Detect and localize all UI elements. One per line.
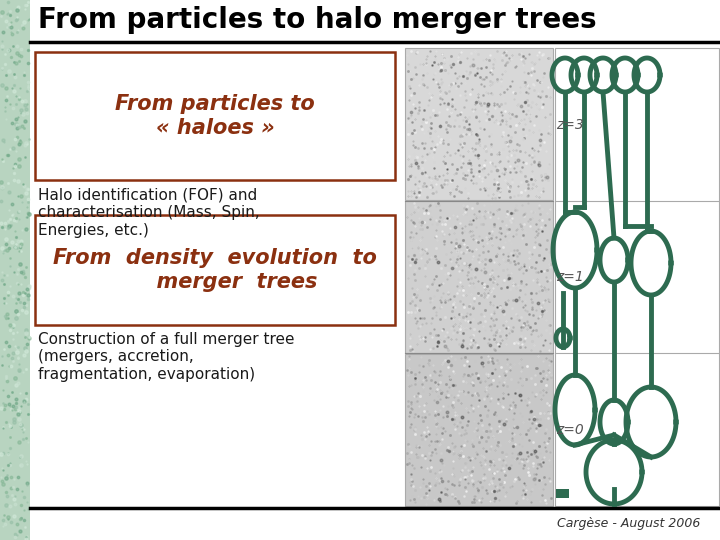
Text: Construction of a full merger tree
(mergers, accretion,
fragmentation, evaporati: Construction of a full merger tree (merg…: [38, 332, 294, 382]
Text: z=1: z=1: [556, 270, 584, 284]
FancyBboxPatch shape: [30, 0, 720, 40]
Text: Cargèse - August 2006: Cargèse - August 2006: [557, 516, 700, 530]
FancyBboxPatch shape: [405, 48, 553, 200]
Text: From particles to
« haloes »: From particles to « haloes »: [115, 94, 315, 138]
FancyBboxPatch shape: [556, 489, 569, 498]
Text: From particles to halo merger trees: From particles to halo merger trees: [38, 6, 597, 34]
FancyBboxPatch shape: [555, 48, 719, 506]
Text: z=0: z=0: [556, 423, 584, 437]
FancyBboxPatch shape: [35, 215, 395, 325]
Text: From  density  evolution  to
      merger  trees: From density evolution to merger trees: [53, 248, 377, 292]
Text: z=3: z=3: [556, 118, 584, 132]
FancyBboxPatch shape: [405, 354, 553, 506]
FancyBboxPatch shape: [35, 52, 395, 180]
FancyBboxPatch shape: [0, 0, 30, 540]
FancyBboxPatch shape: [405, 201, 553, 353]
Text: Halo identification (FOF) and
characterisation (Mass, Spin,
Energies, etc.): Halo identification (FOF) and characteri…: [38, 188, 260, 238]
